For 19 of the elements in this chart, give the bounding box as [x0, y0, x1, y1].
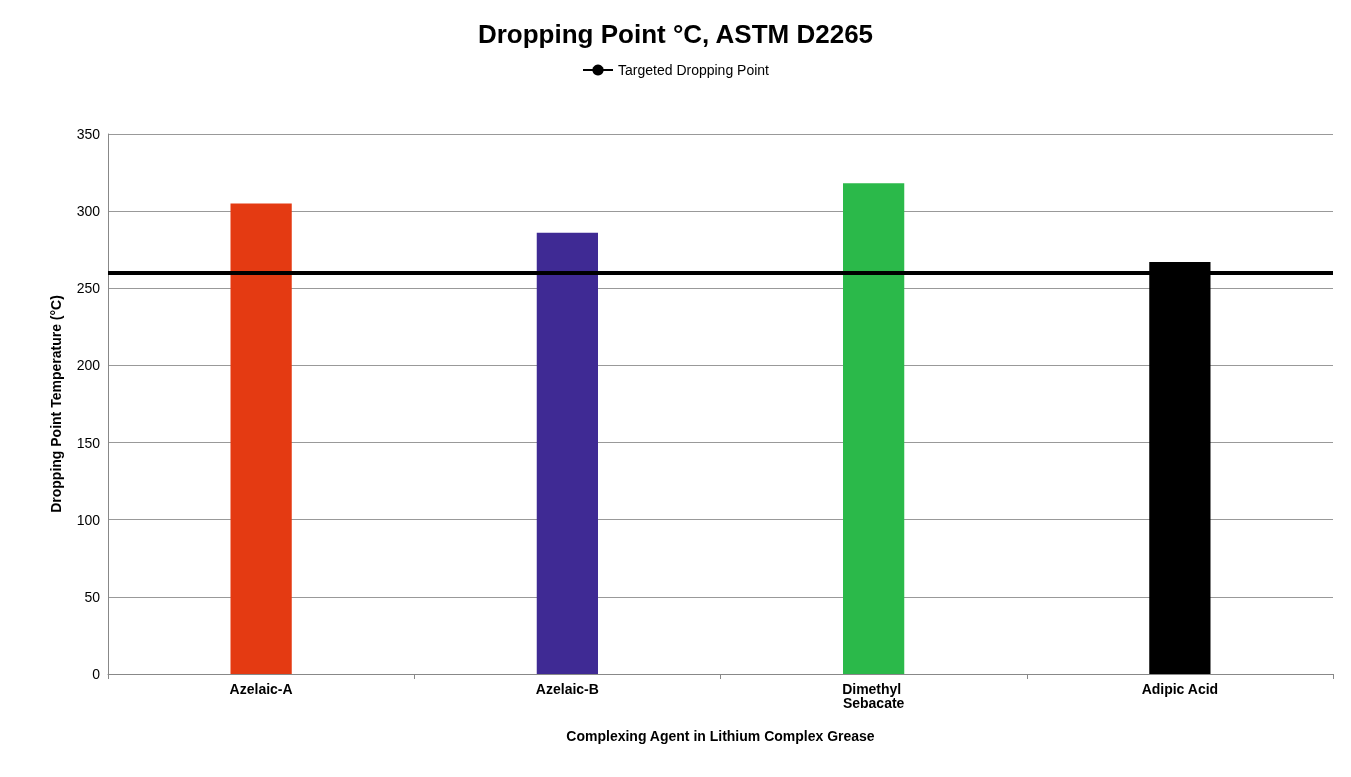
x-tick-label: Azelaic-A — [229, 681, 293, 697]
legend-label: Targeted Dropping Point — [618, 62, 770, 78]
chart-title: Dropping Point °C, ASTM D2265 — [477, 19, 874, 49]
x-tick-label: Azelaic-B — [535, 681, 599, 697]
y-tick-label: 150 — [76, 434, 101, 451]
bar — [230, 203, 292, 674]
y-tick-label: 350 — [76, 126, 101, 142]
y-tick-label: 300 — [76, 203, 101, 220]
y-tick-label: 0 — [92, 666, 101, 682]
y-tick-label: 250 — [76, 280, 101, 297]
y-tick-label: 200 — [76, 357, 101, 374]
bar — [843, 183, 905, 674]
x-tick-label: Dimethyl Sebacate — [842, 681, 906, 711]
x-tick-label: Adipic Acid — [1141, 681, 1219, 697]
bar — [536, 232, 598, 674]
y-tick-label: 50 — [84, 588, 101, 605]
x-axis-title: Complexing Agent in Lithium Complex Grease — [566, 728, 875, 744]
y-tick-label: 100 — [76, 511, 101, 528]
y-axis-title: Dropping Point Temperature (°C) — [48, 295, 64, 513]
